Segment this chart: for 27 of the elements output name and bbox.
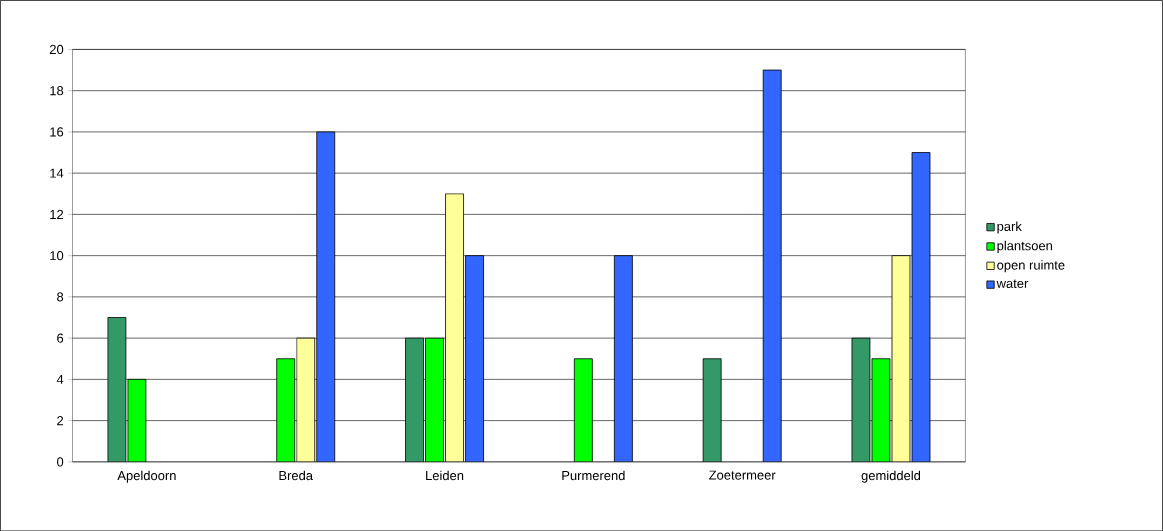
bar <box>762 69 782 462</box>
bar <box>316 131 336 462</box>
bar <box>702 358 722 462</box>
bar <box>405 337 424 462</box>
y-tick-label: 16 <box>50 127 64 137</box>
y-tick-label: 0 <box>57 457 64 467</box>
y-tick-label: 4 <box>56 374 64 384</box>
x-tick-label: gemiddeld <box>861 470 921 483</box>
x-tick-label: Leiden <box>426 470 464 480</box>
y-tick-label: 20 <box>49 44 64 54</box>
y-tick-label: 12 <box>50 209 64 219</box>
y-tick-label: 2 <box>57 415 64 425</box>
bar <box>613 255 633 462</box>
x-tick-label: Zoetermeer <box>709 470 776 480</box>
y-tick-label: 14 <box>50 168 64 178</box>
x-tick-label: Breda <box>279 470 314 480</box>
y-tick-label: 8 <box>57 292 64 302</box>
x-tick-label: Apeldoorn <box>117 470 176 483</box>
legend-label: plantsoen <box>997 240 1052 253</box>
legend-label: park <box>997 221 1022 234</box>
x-tick-label: Purmerend <box>562 470 625 480</box>
bar <box>465 255 484 462</box>
legend-label: water <box>996 279 1029 288</box>
legend-label: open ruimte <box>997 259 1065 273</box>
y-tick-label: 18 <box>50 85 64 96</box>
y-tick-label: 6 <box>57 333 64 343</box>
y-tick-label: 10 <box>50 250 64 261</box>
